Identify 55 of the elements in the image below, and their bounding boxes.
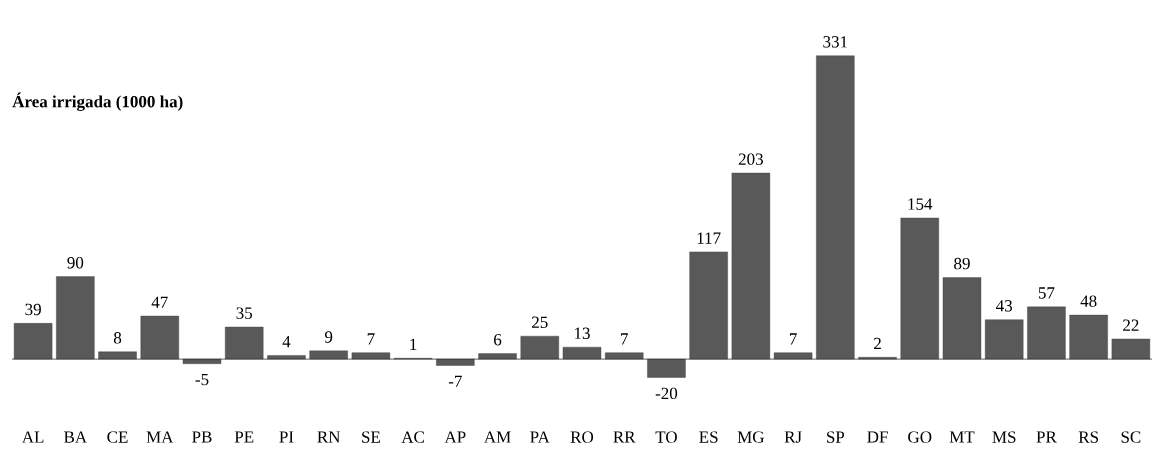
x-tick-label: SE	[362, 431, 380, 443]
data-label: 47	[151, 296, 168, 308]
data-label: 2	[874, 337, 881, 349]
data-label: 7	[789, 333, 797, 345]
data-label: 7	[621, 333, 628, 345]
x-tick-label: CE	[107, 431, 128, 443]
data-label: 25	[532, 316, 548, 328]
data-label: 331	[823, 35, 848, 48]
data-label: 48	[1080, 295, 1097, 307]
x-tick-label: TO	[655, 431, 677, 443]
x-tick-label: AC	[401, 431, 424, 443]
x-tick-label: RN	[317, 431, 341, 443]
x-tick-label: PR	[1036, 431, 1057, 443]
x-tick-label: AM	[484, 431, 511, 443]
x-tick-label: AL	[21, 431, 44, 443]
x-tick-label: RJ	[784, 431, 802, 443]
x-tick-label: MS	[992, 431, 1016, 443]
x-tick-label: ES	[699, 431, 718, 443]
data-label: 35	[236, 307, 253, 319]
data-label: 39	[25, 303, 41, 316]
x-tick-label: MA	[146, 431, 174, 443]
x-tick-label: BA	[64, 431, 88, 443]
data-label: 22	[1123, 319, 1139, 331]
x-tick-label: PE	[234, 431, 254, 443]
x-tick-label: SP	[827, 431, 845, 443]
x-tick-label: PI	[279, 431, 294, 443]
x-tick-label: GO	[908, 431, 932, 443]
data-label: 9	[324, 331, 333, 343]
data-label: 90	[67, 256, 84, 269]
data-label: 4	[282, 335, 291, 348]
data-label: 1	[410, 338, 417, 350]
data-label: 154	[908, 198, 933, 210]
data-label: -5	[195, 373, 209, 386]
x-tick-label: MG	[737, 431, 765, 443]
data-label: -20	[655, 387, 678, 399]
x-tick-label: RR	[613, 431, 636, 443]
x-tick-label: RS	[1078, 431, 1098, 443]
data-label: 8	[113, 331, 122, 344]
data-label: 43	[996, 299, 1013, 312]
x-tick-label: RO	[570, 431, 594, 443]
text: Área irrigada (1000 ha)	[12, 92, 183, 111]
data-label: 57	[1038, 287, 1055, 299]
x-tick-label: SC	[1121, 431, 1141, 443]
data-label: 6	[494, 333, 502, 346]
data-label: 7	[367, 333, 375, 345]
data-label: 203	[738, 153, 763, 165]
x-tick-label: DF	[867, 431, 888, 443]
data-label: 89	[954, 257, 970, 270]
x-tick-label: AP	[444, 431, 466, 443]
x-tick-label: PA	[530, 431, 550, 443]
x-tick-label: PB	[192, 431, 212, 443]
data-label: 117	[697, 232, 721, 244]
data-label: 13	[574, 327, 590, 339]
x-tick-label: MT	[949, 431, 975, 443]
data-label: -7	[448, 375, 462, 387]
